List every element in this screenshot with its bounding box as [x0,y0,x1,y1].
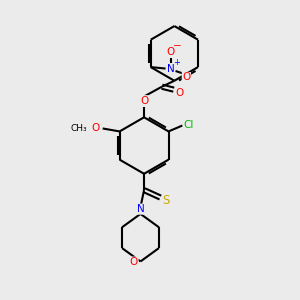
Text: O: O [140,96,148,106]
Text: O: O [167,47,175,57]
Text: N: N [136,204,144,214]
Text: O: O [182,73,190,82]
Text: N: N [167,64,175,74]
Text: O: O [130,257,138,267]
Text: CH₃: CH₃ [70,124,87,133]
Text: S: S [163,194,170,207]
Text: O: O [176,88,184,98]
Text: −: − [172,41,181,51]
Text: +: + [173,58,180,67]
Text: O: O [92,123,100,133]
Text: Cl: Cl [183,121,194,130]
